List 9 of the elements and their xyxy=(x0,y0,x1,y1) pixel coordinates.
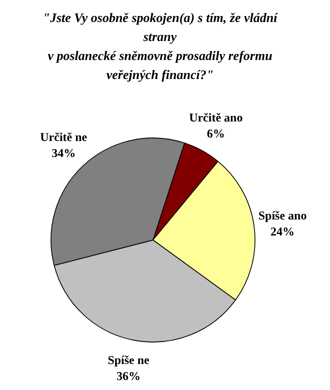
slice-label: Určitě ne xyxy=(40,130,88,144)
slice-label: Určitě ano xyxy=(189,110,243,125)
data-label: 34% xyxy=(52,146,76,160)
data-label: 6% xyxy=(206,126,225,141)
data-label: 24% xyxy=(270,224,295,239)
data-label: 36% xyxy=(116,369,141,384)
slice-label: Spíše ne xyxy=(108,353,150,368)
chart-title: "Jste Vy osobně spokojen(a) s tím, že vládní strany v poslanecké sněmovně prosadily reformu veřejných financí?" xyxy=(42,10,279,82)
slice-label: Spíše ano xyxy=(258,208,307,223)
